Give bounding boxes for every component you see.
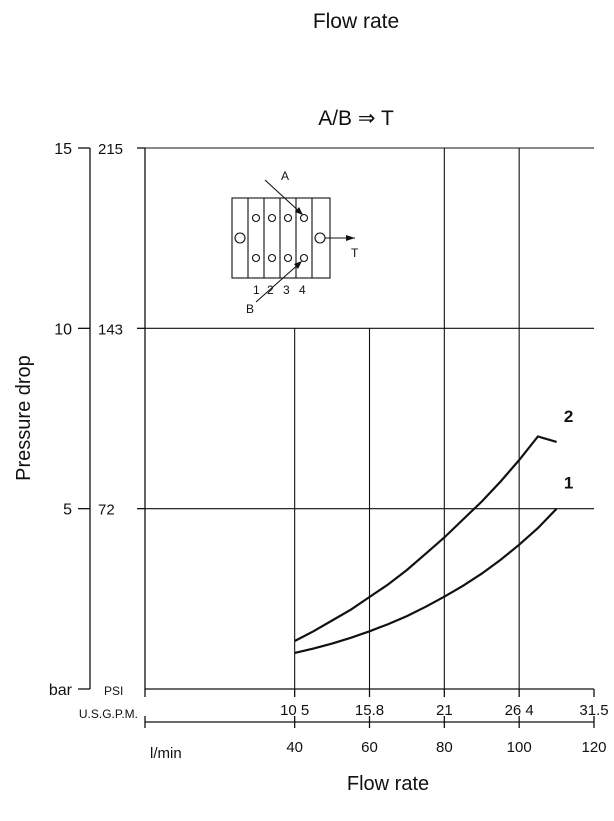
x-tick-label-lmin: 120 [581, 739, 606, 756]
a-arrow-head [295, 207, 303, 215]
y-tick-label-psi: 72 [98, 502, 115, 519]
port-circle [267, 253, 277, 263]
x-tick-label-gpm: 21 [436, 702, 453, 719]
x-tick-label-lmin: 100 [507, 739, 532, 756]
a-leader-line [264, 179, 303, 215]
port-circle [314, 232, 326, 244]
x-unit-lmin: l/min [150, 745, 182, 762]
chart-title: A/B ⇒ T [318, 107, 394, 130]
top-title: Flow rate [313, 10, 399, 33]
b-arrow-head [294, 261, 302, 269]
x-unit-gpm: U.S.G.P.M. [79, 707, 138, 721]
section-label-4: 4 [299, 283, 306, 297]
grid-layer [145, 147, 594, 689]
curve-layer: 12 [294, 407, 573, 654]
x-axis-label: Flow rate [347, 773, 429, 795]
port-circle [251, 253, 261, 263]
series-label-1: 1 [564, 474, 573, 493]
x-tick-label-lmin: 80 [436, 739, 453, 756]
section-label-1: 1 [253, 283, 260, 297]
series-line-1 [294, 507, 558, 654]
y-tick-label-bar: 15 [54, 141, 72, 158]
label-a: A [281, 169, 289, 183]
series-line-2 [294, 435, 557, 642]
t-arrow-head [346, 235, 355, 241]
valve-symbol: A B T 1 2 3 4 [231, 169, 359, 316]
x-tick-label-gpm: 10 5 [280, 702, 309, 719]
section-label-3: 3 [283, 283, 290, 297]
port-circle [283, 253, 293, 263]
section-label-2: 2 [267, 283, 274, 297]
port-circle [234, 232, 246, 244]
x-tick-label-gpm: 15.8 [355, 702, 384, 719]
b-leader-line [255, 261, 302, 303]
port-circle [299, 213, 309, 223]
y-tick-label-bar: 5 [63, 502, 72, 519]
y-tick-label-bar: 10 [54, 321, 72, 338]
x-tick-label-lmin: 40 [286, 739, 303, 756]
y-unit-psi: PSI [104, 684, 123, 698]
port-circle [251, 213, 261, 223]
port-circle [299, 253, 309, 263]
port-circle [283, 213, 293, 223]
x-tick-label-gpm: 31.5 [579, 702, 608, 719]
x-tick-label-gpm: 26 4 [505, 702, 534, 719]
port-circle [267, 213, 277, 223]
x-tick-label-lmin: 60 [361, 739, 378, 756]
y-unit-bar: bar [49, 682, 73, 699]
axis-layer [89, 148, 594, 723]
y-tick-label-psi: 143 [98, 321, 123, 338]
y-tick-label-psi: 215 [98, 141, 123, 158]
label-b: B [246, 302, 254, 316]
y-axis-label: Pressure drop [13, 355, 35, 481]
series-label-2: 2 [564, 407, 573, 426]
label-t: T [351, 246, 359, 260]
